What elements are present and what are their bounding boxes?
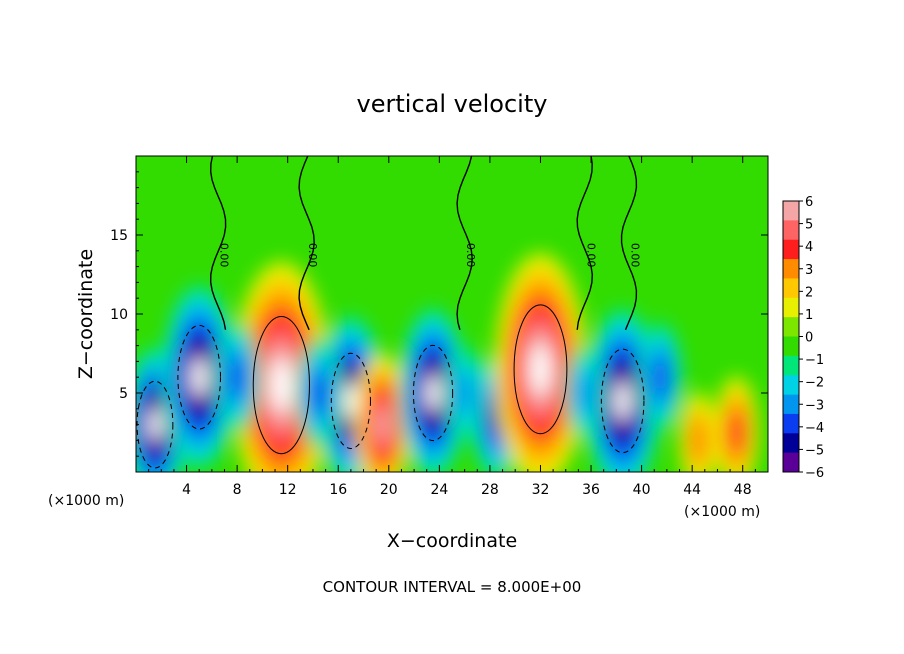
- feature-band: [614, 381, 631, 421]
- contour-label: 0.00: [584, 243, 597, 268]
- feature-band: [425, 374, 441, 412]
- zero-contour-line: [209, 156, 227, 330]
- colorbar-swatch: [783, 336, 799, 357]
- x-unit-right: (×1000 m): [684, 504, 760, 520]
- x-tick-label: 8: [233, 482, 242, 498]
- colorbar-label: 4: [805, 240, 813, 255]
- y-axis-label: Z−coordinate: [75, 249, 97, 379]
- colorbar-label: 6: [805, 195, 813, 210]
- colorbar-label: −3: [805, 398, 824, 413]
- x-tick-label: 16: [329, 482, 347, 498]
- colorbar-swatch: [783, 220, 799, 241]
- colorbar-label: −6: [805, 466, 824, 481]
- colorbar-swatch: [783, 317, 799, 337]
- core-contour: [412, 344, 454, 442]
- x-tick-label: 32: [532, 482, 550, 498]
- x-tick-label: 28: [481, 482, 499, 498]
- colorbar-swatch: [783, 375, 799, 396]
- core-contour: [513, 304, 568, 435]
- colorbar-label: 0: [805, 331, 813, 346]
- x-tick-label: 44: [683, 482, 701, 498]
- colorbar-swatch: [783, 394, 799, 415]
- heatmap-field: 0.00 0.00 0.00 0.00 0.00: [136, 156, 768, 472]
- x-tick-label: 36: [582, 482, 600, 498]
- colorbar-label: −1: [805, 353, 824, 368]
- colorbar-swatch: [783, 297, 799, 318]
- colorbar: 6 5 4 3 2 1 0 −1 −2 −3 −4 −5 −6: [782, 195, 824, 481]
- zero-contour-line: [298, 156, 315, 331]
- contour-interval-note: CONTOUR INTERVAL = 8.000E+00: [323, 578, 582, 596]
- x-tick-label: 40: [633, 482, 651, 498]
- feature-band: [690, 418, 707, 462]
- colorbar-label: −2: [805, 376, 824, 391]
- feature-band: [576, 371, 594, 415]
- feature-band: [652, 357, 669, 397]
- colorbar-swatch: [783, 452, 799, 473]
- core-contour: [330, 352, 371, 449]
- x-tick-label: 24: [430, 482, 448, 498]
- colorbar-swatch: [783, 355, 799, 376]
- heatmap-features: [136, 253, 759, 472]
- feature-band: [530, 344, 551, 394]
- colorbar-swatch: [783, 433, 799, 454]
- feature-band: [343, 382, 359, 420]
- y-tick-label: 15: [110, 228, 128, 244]
- zero-contours: 0.00 0.00 0.00 0.00 0.00: [136, 156, 645, 469]
- y-tick-label: 5: [119, 386, 128, 402]
- colorbar-swatch: [783, 239, 799, 260]
- colorbar-label: −5: [805, 443, 824, 458]
- x-unit-left: (×1000 m): [48, 493, 124, 509]
- feature-band: [456, 371, 474, 415]
- colorbar-swatch: [783, 259, 799, 279]
- x-axis-ticks: 4 8 12 16 20 24 28 32 36 40 44 48: [148, 156, 756, 498]
- x-tick-label: 20: [380, 482, 398, 498]
- core-contour: [600, 348, 645, 454]
- x-tick-label: 12: [279, 482, 297, 498]
- core-contour: [252, 316, 310, 455]
- x-tick-label: 4: [182, 482, 191, 498]
- feature-band: [311, 373, 327, 413]
- feature-band: [148, 408, 162, 442]
- feature-band: [229, 357, 245, 397]
- colorbar-swatch: [783, 413, 799, 434]
- feature-band: [728, 413, 745, 452]
- colorbar-label: 2: [805, 285, 813, 300]
- x-tick-label: 48: [734, 482, 752, 498]
- feature-band: [271, 359, 292, 412]
- contour-label: 0.00: [306, 243, 319, 268]
- zero-contour-line: [576, 156, 594, 330]
- feature-band: [191, 357, 207, 397]
- zero-contour-line: [456, 156, 473, 330]
- colorbar-label: 5: [805, 218, 813, 233]
- colorbar-swatch: [783, 278, 799, 299]
- colorbar-label: 3: [805, 263, 813, 278]
- x-axis-label: X−coordinate: [387, 530, 517, 552]
- feature-band: [375, 407, 390, 442]
- colorbar-swatch: [783, 201, 799, 221]
- contour-label: 0.00: [464, 243, 477, 268]
- chart-title: vertical velocity: [357, 90, 548, 118]
- y-axis-ticks: 5 10 15: [110, 171, 768, 457]
- contour-label: 0.00: [218, 243, 231, 268]
- colorbar-label: −4: [805, 421, 824, 436]
- y-tick-label: 10: [110, 307, 128, 323]
- contour-label: 0.00: [628, 243, 641, 268]
- core-contour: [177, 324, 221, 430]
- zero-contour-line: [620, 156, 638, 331]
- colorbar-label: 1: [805, 308, 813, 323]
